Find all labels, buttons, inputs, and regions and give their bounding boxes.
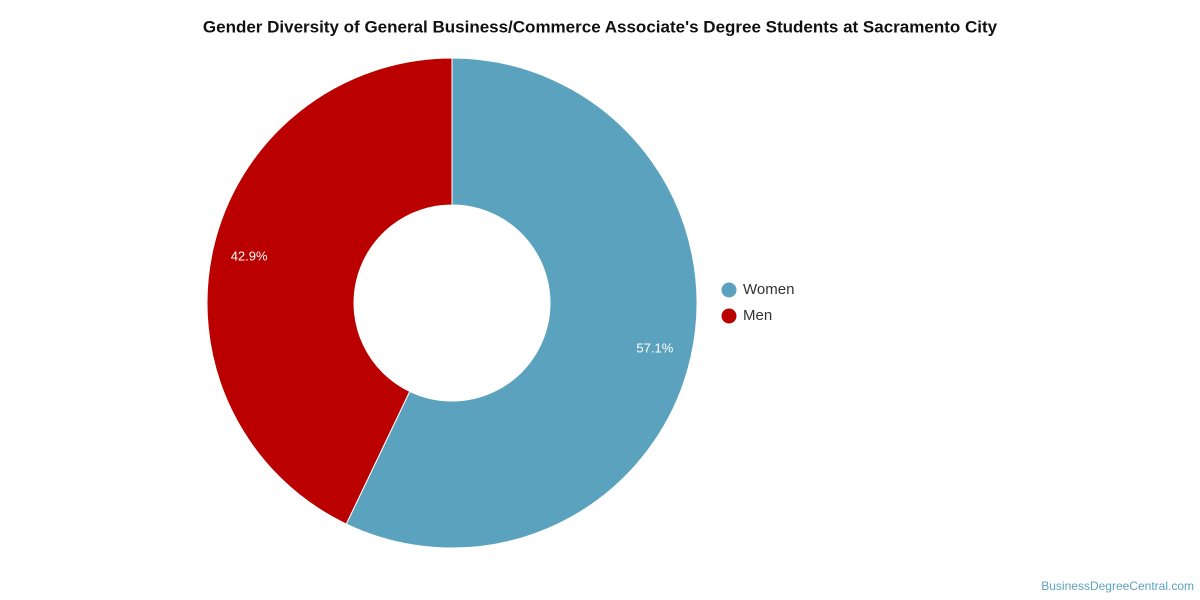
chart-title: Gender Diversity of General Business/Com…	[203, 17, 998, 36]
data-label: 42.9%	[231, 248, 268, 263]
donut-slice	[345, 57, 698, 549]
credit: BusinessDegreeCentral.com	[1041, 579, 1194, 593]
legend-label: Women	[743, 281, 794, 298]
legend-marker	[721, 282, 737, 298]
legend-marker	[721, 308, 737, 324]
legend-label: Men	[743, 307, 772, 324]
donut-slice	[206, 57, 453, 525]
data-label: 57.1%	[636, 340, 673, 355]
